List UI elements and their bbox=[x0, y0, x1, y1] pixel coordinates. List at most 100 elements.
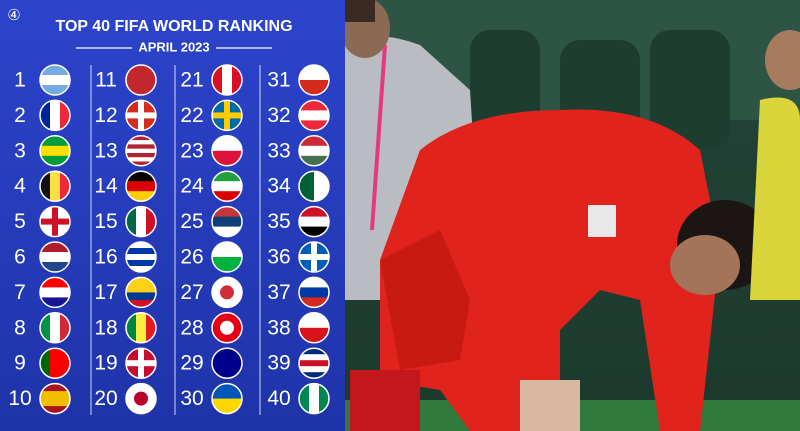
rank-number: 39 bbox=[267, 352, 290, 375]
flag-ring bbox=[211, 347, 243, 379]
flag bbox=[126, 65, 156, 95]
flag-ring bbox=[298, 276, 330, 309]
flag-ring bbox=[298, 99, 330, 132]
flag bbox=[212, 171, 242, 202]
flag-ring bbox=[39, 64, 71, 96]
subtitle: APRIL 2023 bbox=[138, 39, 209, 54]
flag bbox=[40, 312, 70, 343]
flag bbox=[212, 312, 242, 343]
rank-number: 38 bbox=[267, 316, 290, 339]
flag-ring bbox=[125, 99, 157, 132]
flag bbox=[299, 171, 329, 202]
rank-number: 16 bbox=[94, 246, 117, 269]
flag bbox=[299, 100, 329, 131]
rank-number: 32 bbox=[267, 104, 290, 127]
rank-number: 11 bbox=[95, 69, 117, 92]
flag-ring bbox=[125, 382, 157, 415]
badge: ④ bbox=[7, 7, 20, 24]
flag bbox=[126, 135, 156, 166]
flag-ring bbox=[39, 99, 71, 132]
rank-number: 29 bbox=[180, 352, 203, 375]
flag-ring bbox=[39, 276, 71, 309]
flag bbox=[40, 348, 70, 379]
flag-ring bbox=[39, 347, 71, 379]
rank-number: 13 bbox=[94, 139, 117, 162]
flag-ring bbox=[298, 347, 330, 379]
rank-number: 17 bbox=[94, 281, 117, 304]
flag bbox=[212, 100, 242, 131]
rank-number: 33 bbox=[267, 139, 290, 162]
rank-number: 35 bbox=[267, 210, 290, 233]
rank-number: 4 bbox=[14, 175, 26, 198]
flag-ring bbox=[298, 312, 330, 344]
rank-number: 15 bbox=[94, 210, 117, 233]
flag bbox=[126, 348, 156, 379]
flag bbox=[40, 135, 70, 166]
rank-number: 22 bbox=[180, 104, 203, 127]
flag bbox=[40, 100, 70, 131]
flag bbox=[299, 135, 329, 166]
flag-ring bbox=[298, 205, 330, 238]
flag-ring bbox=[211, 312, 243, 344]
rank-number: 31 bbox=[267, 69, 290, 92]
flag bbox=[212, 242, 242, 272]
rank-number: 30 bbox=[180, 387, 203, 410]
flag bbox=[40, 65, 70, 95]
flag bbox=[126, 277, 156, 308]
flag-ring bbox=[298, 382, 330, 415]
flag-ring bbox=[39, 170, 71, 202]
flag bbox=[299, 206, 329, 237]
flag-ring bbox=[39, 382, 71, 415]
flag-ring bbox=[211, 276, 243, 309]
flag bbox=[299, 277, 329, 308]
flag-ring bbox=[211, 64, 243, 96]
rank-number: 21 bbox=[180, 69, 203, 92]
rank-number: 9 bbox=[14, 352, 26, 375]
flag-ring bbox=[39, 312, 71, 344]
flag bbox=[40, 383, 70, 414]
flag-ring bbox=[125, 241, 157, 273]
flag-ring bbox=[125, 312, 157, 344]
rank-number: 7 bbox=[14, 281, 26, 304]
flag bbox=[40, 171, 70, 202]
rank-number: 37 bbox=[267, 281, 290, 304]
flag bbox=[299, 348, 329, 379]
flag bbox=[126, 171, 156, 202]
flag bbox=[299, 65, 329, 95]
flag bbox=[126, 206, 156, 237]
flag-ring bbox=[125, 205, 157, 238]
rank-number: 5 bbox=[14, 210, 26, 233]
rank-number: 6 bbox=[14, 246, 26, 269]
flag bbox=[126, 312, 156, 343]
flag-ring bbox=[211, 205, 243, 238]
flag-ring bbox=[211, 99, 243, 132]
flag-ring bbox=[211, 135, 243, 167]
rank-number: 14 bbox=[94, 175, 118, 198]
flag-ring bbox=[211, 170, 243, 202]
flag-ring bbox=[298, 241, 330, 273]
flag-ring bbox=[125, 276, 157, 309]
rank-number: 25 bbox=[180, 210, 203, 233]
rank-number: 20 bbox=[94, 387, 117, 410]
flag bbox=[126, 100, 156, 131]
rank-number: 23 bbox=[180, 139, 203, 162]
rank-number: 3 bbox=[14, 139, 26, 162]
rank-number: 12 bbox=[94, 104, 117, 127]
flag bbox=[212, 135, 242, 166]
rank-number: 28 bbox=[180, 316, 203, 339]
flag-ring bbox=[125, 135, 157, 167]
photo bbox=[340, 0, 800, 431]
rank-number: 36 bbox=[267, 246, 290, 269]
flag bbox=[299, 383, 329, 414]
rank-number: 8 bbox=[14, 316, 26, 339]
rank-number: 1 bbox=[14, 69, 26, 92]
flag bbox=[40, 242, 70, 272]
flag-ring bbox=[211, 241, 243, 273]
rank-number: 19 bbox=[94, 352, 117, 375]
rank-number: 24 bbox=[180, 175, 204, 198]
rank-number: 2 bbox=[14, 104, 26, 127]
flag bbox=[299, 312, 329, 343]
flag bbox=[212, 348, 242, 379]
rank-number: 27 bbox=[180, 281, 203, 304]
